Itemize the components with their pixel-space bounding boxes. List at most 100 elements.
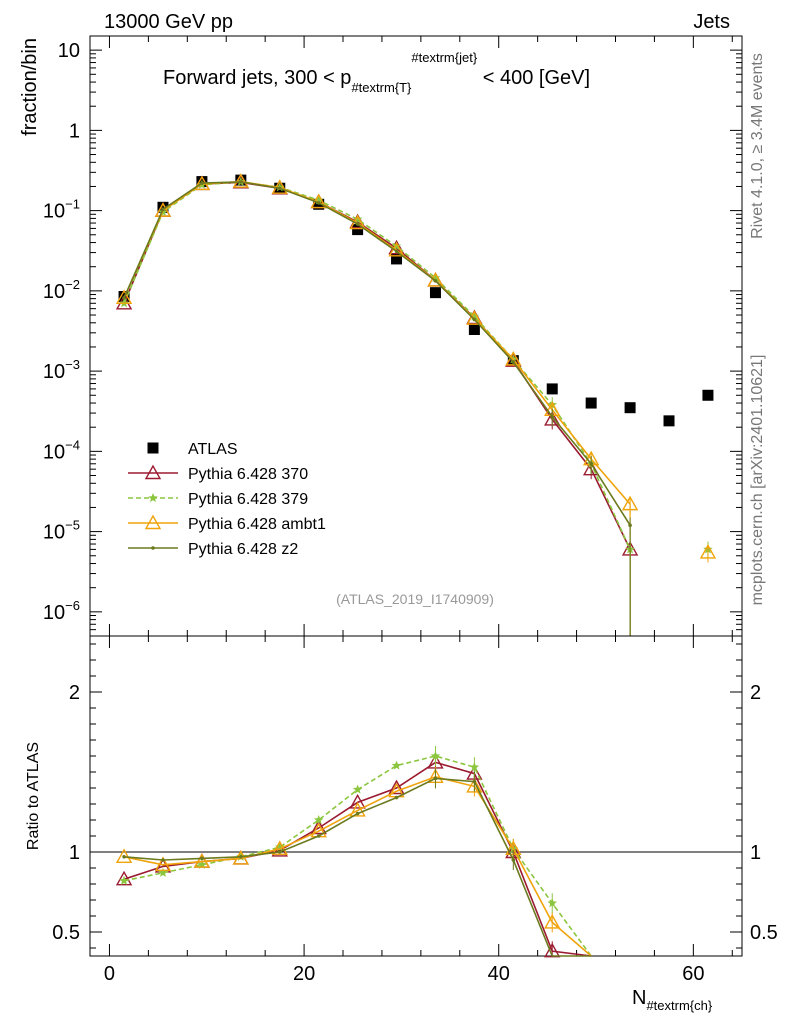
data-point [352, 214, 363, 224]
ratio-point [430, 751, 441, 761]
legend-label: Pythia 6.428 379 [188, 491, 308, 508]
ratio-point [154, 856, 172, 871]
ratio-point [277, 850, 282, 854]
energy-label: 13000 GeV pp [104, 11, 233, 33]
data-point [433, 279, 438, 283]
rivet-version-label: Rivet 4.1.0, ≥ 3.4M events [749, 53, 766, 239]
y-axis-label: fraction/bin [19, 38, 41, 136]
data-point [429, 287, 441, 299]
x-axis-label: N#textrm{ch} [632, 987, 713, 1013]
series-atlas [118, 174, 714, 427]
series-pythia-6-428-370 [115, 173, 639, 636]
mcplots-label: mcplots.cern.ch [arXiv:2401.10621] [749, 355, 766, 606]
legend-label: ATLAS [188, 441, 238, 458]
y-tick-label: 10−1 [43, 197, 80, 223]
ratio-frame [89, 635, 743, 957]
data-point [427, 271, 444, 287]
y-tick-label: 10−4 [43, 437, 80, 463]
data-point [391, 241, 402, 251]
data-point [115, 289, 133, 304]
data-point [546, 383, 558, 395]
ratio-point [275, 842, 285, 852]
ratio-point [547, 898, 557, 908]
ratio-y-axis-label: Ratio to ATLAS [25, 742, 42, 850]
series-pythia-6-428-z2 [122, 180, 632, 636]
data-point [699, 544, 717, 559]
data-point [391, 253, 403, 265]
data-point [316, 201, 321, 205]
ratio-point [197, 859, 207, 869]
legend-marker [147, 442, 159, 454]
data-point [430, 272, 441, 282]
data-point [161, 207, 165, 212]
legend-label: Pythia 6.428 370 [188, 466, 308, 483]
data-point [550, 414, 555, 419]
data-point [702, 389, 714, 401]
data-point [468, 324, 480, 336]
data-point [122, 295, 126, 300]
legend-item: ATLAS [147, 441, 238, 458]
ratio-point [193, 853, 211, 868]
data-point [200, 181, 204, 185]
data-point [277, 186, 282, 191]
ratio-point [200, 856, 204, 861]
ratio-series-pythia-6-428-z2 [122, 768, 592, 957]
y-tick-label: 10−2 [43, 277, 80, 303]
y-tick-label: 10−5 [43, 518, 80, 544]
y-tick-label: 10−3 [43, 357, 80, 383]
ratio-point [115, 848, 133, 863]
ratio-point [349, 801, 366, 817]
data-point [628, 523, 632, 528]
y-tick-label: 10 [58, 40, 80, 62]
ratio-point [122, 855, 126, 859]
ratio-point [239, 855, 243, 859]
data-point [355, 222, 360, 226]
x-tick-label: 20 [293, 963, 315, 985]
y-tick-label: 2 [69, 682, 80, 704]
legend-marker [144, 514, 162, 530]
legend-label: Pythia 6.428 z2 [188, 541, 298, 558]
data-point [232, 173, 250, 188]
data-point [585, 397, 597, 409]
ratio-point [544, 913, 561, 929]
ratio-point [352, 784, 363, 794]
series-pythia-6-428-379 [119, 176, 713, 636]
watermark: (ATLAS_2019_I1740909) [336, 591, 494, 607]
y-tick-label: 1 [69, 842, 80, 864]
ratio-point [394, 795, 399, 800]
main-panel: 10 1 10−1 10−2 10−3 10−4 10−5 10−6 fraction/bin F… [19, 35, 743, 637]
ratio-point [161, 858, 165, 862]
ratio-point [511, 858, 516, 862]
x-tick-label: 40 [488, 963, 510, 985]
ratio-point [349, 793, 366, 809]
data-point [469, 311, 480, 321]
data-point [621, 495, 639, 511]
ratio-point [469, 762, 480, 772]
y-tick-label-right: 1 [750, 842, 761, 864]
ratio-point [119, 875, 129, 885]
legend-marker [151, 546, 155, 550]
ratio-point [310, 819, 327, 835]
x-tick-label: 60 [682, 963, 704, 985]
ratio-point [466, 777, 483, 793]
data-point [313, 195, 324, 205]
legend-marker [148, 493, 158, 503]
legend-item: Pythia 6.428 z2 [128, 541, 298, 558]
ratio-point [316, 834, 321, 838]
ratio-point [313, 815, 324, 825]
y-tick-label-right: 0.5 [750, 922, 778, 944]
x-tick-label: 0 [104, 963, 115, 985]
ratio-series-pythia-6-428-ambt1 [115, 766, 592, 957]
y-tick-label: 1 [69, 120, 80, 142]
data-point [663, 415, 675, 427]
data-point [589, 461, 593, 466]
data-point [239, 180, 243, 184]
ratio-series-pythia-6-428-379 [119, 746, 592, 957]
data-point [624, 402, 636, 414]
legend-marker [144, 464, 162, 480]
y-tick-label: 10−6 [43, 598, 80, 624]
data-point [472, 317, 477, 322]
data-point [466, 310, 483, 325]
